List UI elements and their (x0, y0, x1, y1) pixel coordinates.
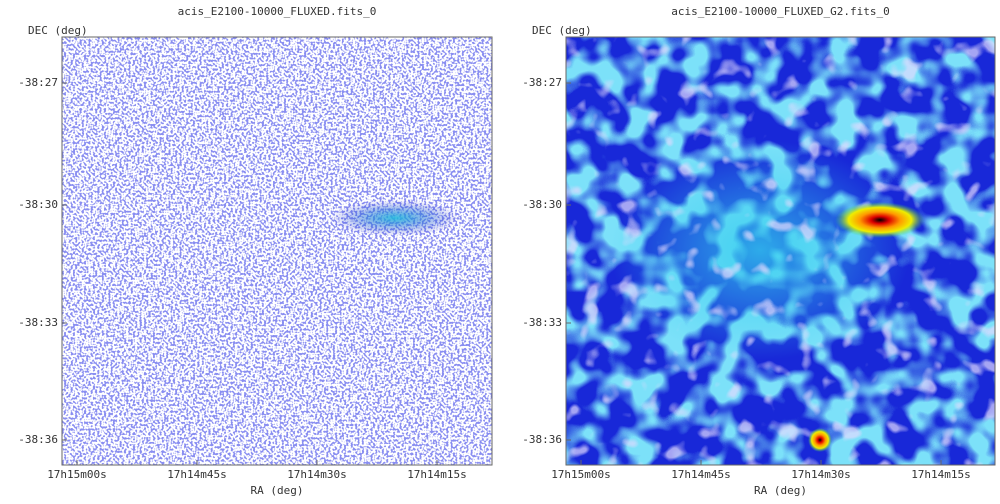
y-axis-label: DEC (deg) (532, 24, 592, 37)
x-axis-label: RA (deg) (754, 484, 807, 497)
y-tick-label: -38:36 (522, 433, 562, 446)
x-tick-label: 17h14m30s (791, 468, 851, 481)
y-tick-label: -38:27 (18, 76, 58, 89)
x-tick-label: 17h14m45s (671, 468, 731, 481)
x-tick-label: 17h14m15s (911, 468, 971, 481)
image-smoothed (565, 36, 996, 466)
x-tick-label: 17h14m30s (287, 468, 347, 481)
x-tick-label: 17h14m15s (407, 468, 467, 481)
y-tick-label: -38:30 (522, 198, 562, 211)
x-tick-label: 17h14m45s (167, 468, 227, 481)
x-tick-label: 17h15m00s (47, 468, 107, 481)
x-axis-label: RA (deg) (251, 484, 304, 497)
y-tick-label: -38:33 (18, 316, 58, 329)
image-title: acis_E2100-10000_FLUXED.fits_0 (178, 5, 377, 18)
x-tick-label: 17h15m00s (551, 468, 611, 481)
y-tick-label: -38:33 (522, 316, 562, 329)
y-tick-label: -38:36 (18, 433, 58, 446)
y-tick-label: -38:27 (522, 76, 562, 89)
image-title: acis_E2100-10000_FLUXED_G2.fits_0 (671, 5, 890, 18)
image-raw (61, 36, 493, 466)
y-axis-label: DEC (deg) (28, 24, 88, 37)
y-tick-label: -38:30 (18, 198, 58, 211)
